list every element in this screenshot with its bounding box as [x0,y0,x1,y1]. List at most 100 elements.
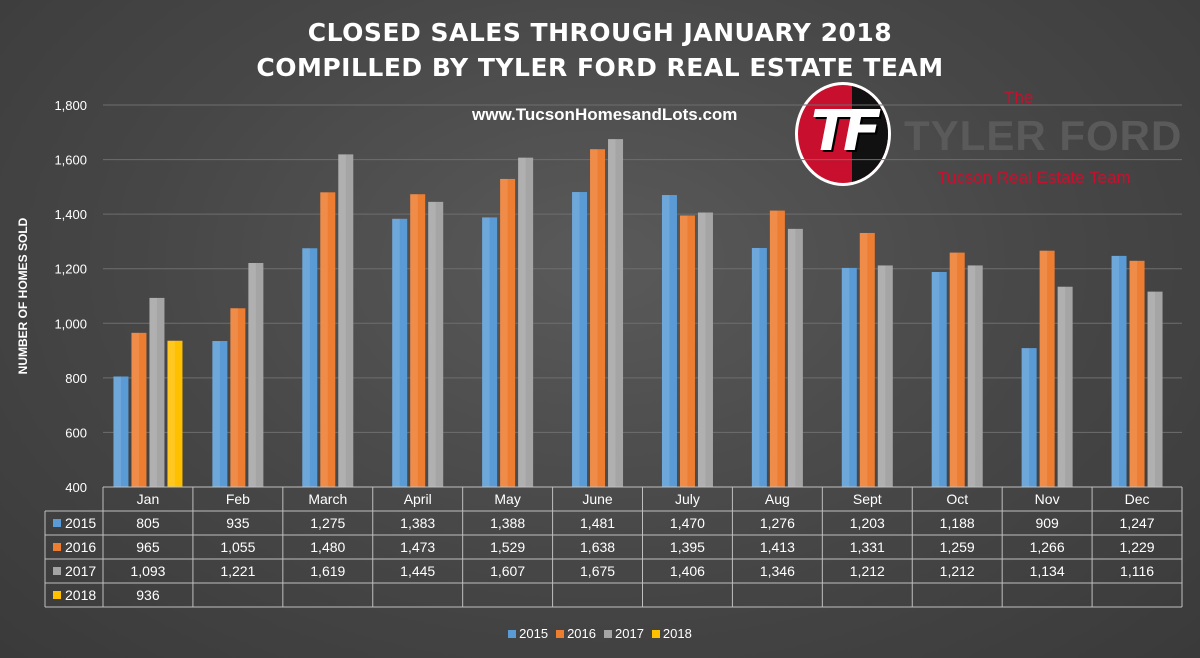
data-label: 935 [226,515,250,531]
bar-2016 [679,215,695,487]
bar-2015 [751,247,767,487]
y-tick-label: 1,400 [54,207,87,222]
bar-2016 [1129,260,1145,487]
data-label: 1,212 [850,563,885,579]
bar-2015 [841,267,857,487]
row-legend-key [53,591,61,599]
bar-2015 [572,192,588,487]
data-label: 1,229 [1120,539,1155,555]
x-tick-label: Dec [1125,491,1150,507]
y-tick-label: 400 [65,480,87,495]
bar-highlight [212,341,220,487]
data-label: 1,480 [310,539,345,555]
bar-highlight [1021,348,1030,487]
bar-highlight [302,248,310,487]
bar-highlight [131,332,139,487]
logo-letters: TF [810,99,881,164]
bar-2015 [302,248,318,487]
data-label: 1,470 [670,515,705,531]
legend-label: 2018 [662,626,692,641]
bar-2017 [877,265,893,487]
bar-highlight [590,149,598,487]
bar-2018 [167,340,183,487]
bar-highlight [877,265,886,487]
row-legend-key [53,567,61,575]
data-label: 1,529 [490,539,525,555]
data-label: 1,395 [670,539,705,555]
row-legend-key [53,519,61,527]
data-label: 1,203 [850,515,885,531]
bar-2016 [859,232,875,487]
x-tick-label: May [494,491,520,507]
data-label: 909 [1035,515,1059,531]
data-label: 1,247 [1120,515,1155,531]
bar-highlight [679,215,688,487]
x-tick-label: June [582,491,613,507]
bar-2017 [149,297,165,487]
logo-the: The [1004,88,1034,107]
bar-2015 [931,271,947,487]
bar-2017 [1147,291,1163,487]
x-tick-label: April [404,491,432,507]
legend-label: 2015 [519,626,549,641]
bar-highlight [248,262,256,487]
bar-2017 [248,262,264,487]
x-tick-label: Sept [853,491,882,507]
data-label: 1,445 [400,563,435,579]
y-tick-label: 1,800 [54,98,87,113]
data-label: 1,413 [760,539,795,555]
legend-item-2018: 2018 [651,626,692,641]
bar-2016 [769,210,785,488]
bar-2016 [590,149,606,487]
bar-highlight [1039,250,1048,487]
legend-label: 2016 [567,626,596,641]
data-label: 1,275 [310,515,345,531]
bar-2015 [113,376,129,487]
bar-2015 [482,217,498,487]
bar-2016 [131,332,147,487]
bar-highlight [320,192,328,488]
chart-title: CLOSED SALES THROUGH JANUARY 2018 [307,18,893,47]
data-label: 1,481 [580,515,615,531]
bar-2017 [338,154,354,487]
row-series-name: 2015 [65,515,96,531]
data-label: 1,212 [940,563,975,579]
bar-highlight [392,218,400,487]
bar-2015 [661,195,677,488]
bar-highlight [1129,260,1138,487]
data-label: 1,116 [1120,563,1154,579]
data-label: 1,331 [850,539,885,555]
bar-2016 [320,192,336,488]
y-tick-label: 600 [65,425,87,440]
bar-2015 [1021,348,1037,487]
x-tick-label: Nov [1035,491,1060,507]
data-label: 1,134 [1030,563,1065,579]
legend-item-2015: 2015 [508,626,548,641]
x-tick-label: Feb [226,491,250,507]
data-label: 1,093 [130,563,165,579]
bar-2015 [1111,255,1127,487]
data-label: 1,188 [940,515,975,531]
bar-highlight [1147,291,1156,487]
y-tick-label: 1,000 [54,316,87,331]
bar-highlight [572,192,580,487]
bar-highlight [500,178,508,488]
data-label: 1,276 [760,515,795,531]
bar-2017 [1057,286,1073,487]
data-label: 965 [136,539,160,555]
data-label: 1,383 [400,515,435,531]
x-tick-label: Oct [946,491,968,507]
bar-highlight [787,228,796,487]
y-tick-label: 1,600 [54,153,87,168]
bar-2017 [967,265,983,487]
bar-highlight [841,267,850,487]
bar-2016 [500,178,516,488]
logo-name: TYLER FORD [904,112,1183,159]
data-label: 936 [136,587,160,603]
bar-2016 [230,308,246,487]
bar-highlight [518,157,526,487]
data-label: 1,388 [490,515,525,531]
data-label: 1,055 [220,539,255,555]
bar-highlight [661,195,670,488]
bar-2015 [212,341,228,487]
